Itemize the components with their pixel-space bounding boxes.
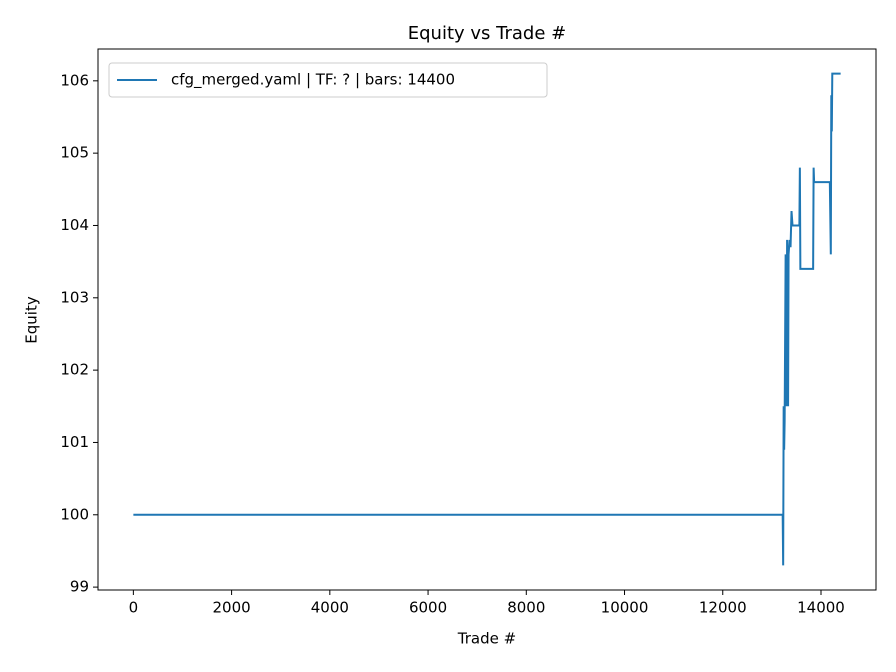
- legend-box: [108, 62, 548, 98]
- x-tick-label: 4000: [311, 599, 349, 617]
- y-tick-label: 101: [60, 433, 89, 451]
- y-tick-label: 105: [60, 144, 89, 162]
- y-tick-label: 100: [60, 505, 89, 523]
- x-tick-label: 6000: [409, 599, 447, 617]
- chart-title: Equity vs Trade #: [408, 23, 566, 44]
- plot-frame: [97, 48, 877, 591]
- x-tick-label: 0: [129, 599, 139, 617]
- x-tick-label: 8000: [507, 599, 545, 617]
- x-tick-label: 2000: [213, 599, 251, 617]
- y-tick-label: 103: [60, 288, 89, 306]
- y-axis-label: Equity: [23, 296, 41, 344]
- x-axis-label: Trade #: [457, 630, 516, 648]
- series-line: [133, 72, 841, 566]
- y-tick-label: 99: [70, 578, 89, 596]
- x-tick-label: 12000: [699, 599, 747, 617]
- y-tick-label: 104: [60, 216, 89, 234]
- x-tick-label: 14000: [797, 599, 845, 617]
- x-tick-label: 10000: [601, 599, 649, 617]
- y-tick-label: 102: [60, 361, 89, 379]
- y-tick-label: 106: [60, 71, 89, 89]
- legend-label: cfg_merged.yaml | TF: ? | bars: 14400: [171, 71, 455, 90]
